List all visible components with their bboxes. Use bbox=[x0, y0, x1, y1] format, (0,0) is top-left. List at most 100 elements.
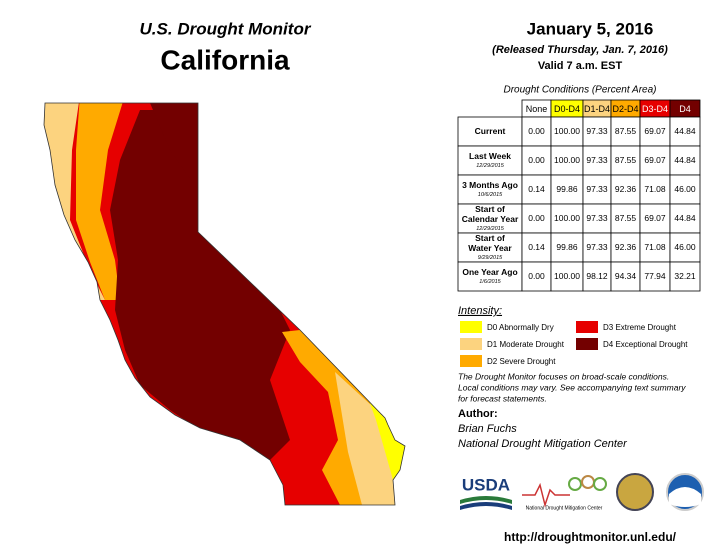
value: 32.21 bbox=[674, 271, 696, 281]
value-cell bbox=[582, 174, 612, 205]
value: 71.08 bbox=[644, 184, 666, 194]
note-line: The Drought Monitor focuses on broad-sca… bbox=[458, 371, 669, 381]
row-label: Calendar Year bbox=[462, 214, 519, 224]
doc-seal bbox=[616, 473, 654, 511]
value: 69.07 bbox=[644, 126, 666, 136]
ndmc-text: National Drought Mitigation Center bbox=[526, 505, 603, 511]
row-label-cell bbox=[457, 145, 523, 176]
row-label: One Year Ago bbox=[462, 267, 517, 277]
value: 98.12 bbox=[586, 271, 608, 281]
value-cell bbox=[521, 116, 552, 147]
logo-tree bbox=[568, 477, 582, 491]
legend-label: D0 Abnormally Dry bbox=[487, 323, 554, 332]
row-label: Start of bbox=[475, 233, 505, 243]
note: The Drought Monitor focuses on broad-sca… bbox=[458, 371, 686, 403]
value: 92.36 bbox=[615, 242, 637, 252]
map-date: January 5, 2016 bbox=[527, 19, 654, 38]
logo-swoosh bbox=[460, 502, 512, 510]
value: 99.86 bbox=[556, 184, 578, 194]
table-caption: Drought Conditions (Percent Area) bbox=[503, 85, 656, 96]
value: 97.33 bbox=[586, 213, 608, 223]
value-cell bbox=[582, 261, 612, 292]
value-cell bbox=[521, 145, 552, 176]
value: 97.33 bbox=[586, 126, 608, 136]
value-cell bbox=[610, 261, 641, 292]
ndmc-logo: National Drought Mitigation Center bbox=[522, 475, 607, 511]
value: 69.07 bbox=[644, 155, 666, 165]
value-cell bbox=[669, 232, 701, 263]
note-line: for forecast statements. bbox=[458, 393, 547, 403]
value: 69.07 bbox=[644, 213, 666, 223]
value-cell bbox=[550, 116, 584, 147]
row-label-cell bbox=[457, 174, 523, 205]
logo-tree bbox=[593, 477, 607, 491]
value: 44.84 bbox=[674, 213, 696, 223]
value-cell bbox=[550, 174, 584, 205]
value-cell bbox=[669, 261, 701, 292]
column-header: D3-D4 bbox=[642, 104, 668, 114]
value-cell bbox=[610, 145, 641, 176]
value-cell bbox=[550, 261, 584, 292]
legend-swatch bbox=[460, 338, 482, 350]
row-label-cell bbox=[457, 232, 523, 263]
author-heading: Author: bbox=[458, 408, 498, 420]
value: 0.00 bbox=[528, 271, 545, 281]
value: 0.14 bbox=[528, 184, 545, 194]
value-cell bbox=[610, 232, 641, 263]
legend-label: D3 Extreme Drought bbox=[603, 323, 677, 332]
note-line: Local conditions may vary. See accompany… bbox=[458, 382, 686, 392]
value-cell bbox=[610, 116, 641, 147]
value: 0.00 bbox=[528, 126, 545, 136]
logo-swoosh bbox=[460, 496, 512, 504]
logo-tree bbox=[581, 475, 595, 489]
stats-table: None D0-D4 D1-D4 D2-D4 D3-D4 D4 Current 0.00 100… bbox=[457, 99, 701, 292]
value: 44.84 bbox=[674, 155, 696, 165]
column-header: None bbox=[526, 104, 548, 114]
california-map bbox=[44, 103, 405, 505]
row-label-cell bbox=[457, 116, 523, 147]
value: 0.00 bbox=[528, 155, 545, 165]
map-region bbox=[76, 103, 125, 300]
legend-swatch bbox=[460, 355, 482, 367]
url: http://droughtmonitor.unl.edu/ bbox=[504, 530, 677, 544]
value: 97.33 bbox=[586, 155, 608, 165]
value-cell bbox=[639, 174, 671, 205]
value: 99.86 bbox=[556, 242, 578, 252]
column-header: D1-D4 bbox=[584, 104, 610, 114]
legend-swatch bbox=[576, 321, 598, 333]
value-cell bbox=[521, 203, 552, 234]
state-outline bbox=[43, 102, 406, 506]
value: 97.33 bbox=[586, 242, 608, 252]
value: 87.55 bbox=[615, 155, 637, 165]
legend-label: D1 Moderate Drought bbox=[487, 340, 565, 349]
value: 44.84 bbox=[674, 126, 696, 136]
value: 71.08 bbox=[644, 242, 666, 252]
usda-text: USDA bbox=[462, 475, 510, 494]
value: 97.33 bbox=[586, 184, 608, 194]
row-label-cell bbox=[457, 261, 523, 292]
value-cell bbox=[582, 232, 612, 263]
value: 0.00 bbox=[528, 213, 545, 223]
value-cell bbox=[550, 232, 584, 263]
legend-swatch bbox=[460, 321, 482, 333]
row-date: 1/6/2015 bbox=[479, 279, 501, 285]
author-name: Brian Fuchs bbox=[458, 423, 517, 435]
value-cell bbox=[639, 145, 671, 176]
value: 46.00 bbox=[674, 242, 696, 252]
value-cell bbox=[550, 145, 584, 176]
value: 87.55 bbox=[615, 126, 637, 136]
usda-logo: USDA bbox=[458, 472, 514, 514]
row-label: Last Week bbox=[469, 151, 511, 161]
value-cell bbox=[610, 174, 641, 205]
row-date: 12/29/2015 bbox=[476, 163, 504, 169]
value-cell bbox=[582, 145, 612, 176]
value-cell bbox=[669, 116, 701, 147]
map-region bbox=[368, 398, 405, 480]
value: 92.36 bbox=[615, 184, 637, 194]
value: 87.55 bbox=[615, 213, 637, 223]
value-cell bbox=[521, 261, 552, 292]
value: 100.00 bbox=[554, 271, 580, 281]
row-date: 9/29/2015 bbox=[478, 255, 503, 261]
value-cell bbox=[521, 174, 552, 205]
